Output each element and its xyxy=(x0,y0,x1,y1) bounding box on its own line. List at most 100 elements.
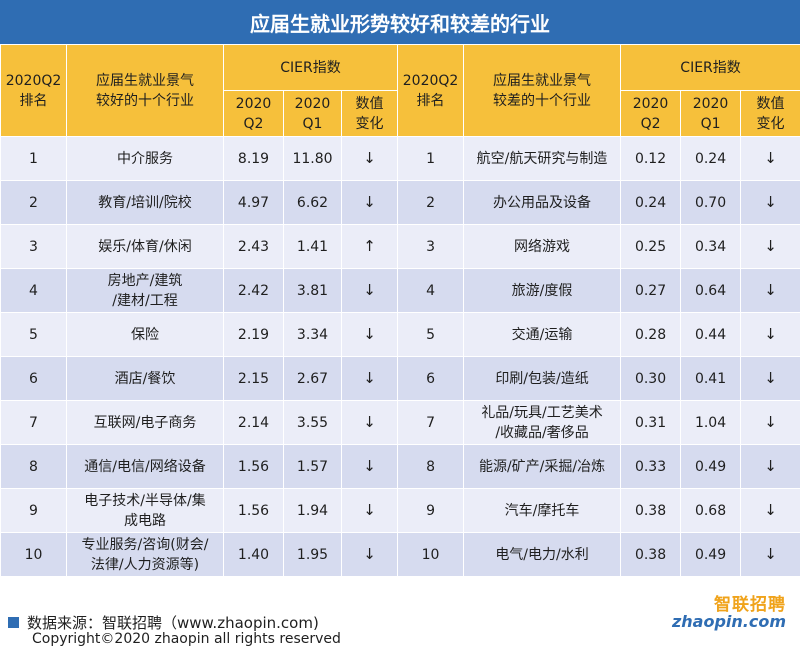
bad-industry-value: 电气/电力/水利 xyxy=(495,546,589,563)
good-change-value: ↓ xyxy=(363,545,376,563)
good-change-cell: ↓ xyxy=(340,136,399,181)
good-cier-q1-cell: 3.55 xyxy=(283,400,342,445)
bad-cier-q2-value: 0.25 xyxy=(634,238,667,255)
good-change-value: ↓ xyxy=(363,281,376,299)
good-cier-q1-value: 3.34 xyxy=(296,326,329,343)
header-rank-bad-text: 2020Q2 排名 xyxy=(402,72,459,109)
good-cier-q1-value: 11.80 xyxy=(292,150,333,167)
data-source: 数据来源：智联招聘（www.zhaopin.com) xyxy=(8,612,319,633)
good-cier-q1-cell: 2.67 xyxy=(283,356,342,401)
bad-industry-value: 交通/运输 xyxy=(511,326,573,343)
header-rank-good: 2020Q2 排名 xyxy=(0,44,67,137)
header-cier-good: CIER指数 xyxy=(222,44,399,91)
bad-rank-cell: 9 xyxy=(397,488,465,533)
bad-rank-cell: 1 xyxy=(397,136,465,181)
table-row: 7 互联网/电子商务 2.14 3.55 ↓ 7 礼品/玩具/工艺美术/收藏品/奢侈品 0.3… xyxy=(0,400,800,445)
good-rank-value: 2 xyxy=(29,194,38,211)
bad-rank-cell: 3 xyxy=(397,224,465,269)
good-rank-cell: 2 xyxy=(0,180,67,225)
good-cier-q2-value: 2.42 xyxy=(237,282,270,299)
good-cier-q1-cell: 1.57 xyxy=(283,444,342,489)
table-row: 1 中介服务 8.19 11.80 ↓ 1 航空/航天研究与制造 0.12 0.24 ↓ xyxy=(0,136,800,181)
bad-rank-cell: 5 xyxy=(397,312,465,357)
good-rank-cell: 9 xyxy=(0,488,67,533)
bad-cier-q1-cell: 0.64 xyxy=(680,268,742,313)
good-cier-q2-value: 2.15 xyxy=(237,370,270,387)
good-rank-cell: 4 xyxy=(0,268,67,313)
good-industry-cell: 中介服务 xyxy=(66,136,224,181)
bad-change-cell: ↓ xyxy=(740,180,800,225)
good-industry-cell: 教育/培训/院校 xyxy=(66,180,224,225)
good-cier-q2-value: 2.19 xyxy=(237,326,270,343)
good-rank-value: 7 xyxy=(29,414,38,431)
bad-cier-q2-cell: 0.33 xyxy=(620,444,682,489)
bad-cier-q2-cell: 0.38 xyxy=(620,532,682,577)
bad-cier-q1-value: 0.24 xyxy=(694,150,727,167)
bad-industry-cell: 旅游/度假 xyxy=(463,268,622,313)
table-title-text: 应届生就业形势较好和较差的行业 xyxy=(250,11,550,36)
logo-cn: 智联招聘 xyxy=(714,595,786,615)
good-cier-q2-value: 1.56 xyxy=(237,458,270,475)
good-change-cell: ↓ xyxy=(340,180,399,225)
bad-cier-q1-cell: 0.70 xyxy=(680,180,742,225)
bad-rank-cell: 7 xyxy=(397,400,465,445)
good-cier-q1-value: 2.67 xyxy=(296,370,329,387)
bad-cier-q2-cell: 0.25 xyxy=(620,224,682,269)
good-cier-q1-cell: 1.41 xyxy=(283,224,342,269)
good-rank-value: 4 xyxy=(29,282,38,299)
bad-industry-value: 汽车/摩托车 xyxy=(504,502,580,519)
good-change-value: ↑ xyxy=(363,237,376,255)
bad-industry-cell: 航空/航天研究与制造 xyxy=(463,136,622,181)
bad-cier-q1-value: 0.49 xyxy=(694,546,727,563)
bad-cier-q1-value: 0.49 xyxy=(694,458,727,475)
bad-cier-q2-cell: 0.12 xyxy=(620,136,682,181)
good-change-value: ↓ xyxy=(363,193,376,211)
good-industry-value: 中介服务 xyxy=(117,150,173,167)
bad-change-value: ↓ xyxy=(764,149,777,167)
bad-cier-q1-cell: 0.49 xyxy=(680,444,742,489)
bad-change-value: ↓ xyxy=(764,325,777,343)
bad-change-value: ↓ xyxy=(764,413,777,431)
good-cier-q1-value: 1.95 xyxy=(296,546,329,563)
table-body: 1 中介服务 8.19 11.80 ↓ 1 航空/航天研究与制造 0.12 0.24 ↓ 2 教育/培… xyxy=(0,136,800,577)
zhaopin-logo: 智联招聘 zhaopin.com xyxy=(672,590,786,631)
good-cier-q1-cell: 1.95 xyxy=(283,532,342,577)
good-rank-value: 3 xyxy=(29,238,38,255)
header-q1-bad-text: 2020 Q1 xyxy=(692,95,729,132)
table-row: 3 娱乐/体育/休闲 2.43 1.41 ↑ 3 网络游戏 0.25 0.34 ↓ xyxy=(0,224,800,269)
good-rank-cell: 7 xyxy=(0,400,67,445)
bad-rank-cell: 2 xyxy=(397,180,465,225)
bad-change-value: ↓ xyxy=(764,457,777,475)
good-cier-q2-cell: 2.43 xyxy=(223,224,284,269)
good-cier-q2-cell: 2.14 xyxy=(223,400,284,445)
bad-cier-q1-value: 0.44 xyxy=(694,326,727,343)
good-industry-value: 专业服务/咨询(财会/法律/人力资源等) xyxy=(81,536,209,573)
bad-cier-q1-cell: 0.68 xyxy=(680,488,742,533)
bad-industry-value: 航空/航天研究与制造 xyxy=(476,150,608,167)
good-industry-cell: 保险 xyxy=(66,312,224,357)
bad-cier-q2-value: 0.38 xyxy=(634,502,667,519)
bad-cier-q2-cell: 0.31 xyxy=(620,400,682,445)
good-industry-value: 娱乐/体育/休闲 xyxy=(98,238,192,255)
bad-industry-cell: 能源/矿产/采掘/冶炼 xyxy=(463,444,622,489)
header-q2-bad-text: 2020 Q2 xyxy=(632,95,669,132)
bad-cier-q1-cell: 1.04 xyxy=(680,400,742,445)
good-rank-cell: 8 xyxy=(0,444,67,489)
good-cier-q2-value: 8.19 xyxy=(237,150,270,167)
header-q1-good: 2020 Q1 xyxy=(283,90,342,137)
bad-cier-q2-value: 0.30 xyxy=(634,370,667,387)
bad-cier-q2-cell: 0.30 xyxy=(620,356,682,401)
bad-rank-value: 4 xyxy=(426,282,435,299)
good-rank-value: 8 xyxy=(29,458,38,475)
bad-cier-q2-value: 0.31 xyxy=(634,414,667,431)
good-cier-q1-cell: 6.62 xyxy=(283,180,342,225)
good-industry-value: 教育/培训/院校 xyxy=(98,194,192,211)
bad-industry-value: 旅游/度假 xyxy=(511,282,573,299)
table-row: 6 酒店/餐饮 2.15 2.67 ↓ 6 印刷/包装/造纸 0.30 0.41 ↓ xyxy=(0,356,800,401)
bad-cier-q2-value: 0.33 xyxy=(634,458,667,475)
bad-cier-q2-value: 0.38 xyxy=(634,546,667,563)
good-industry-value: 通信/电信/网络设备 xyxy=(84,458,206,475)
good-rank-cell: 5 xyxy=(0,312,67,357)
copyright: Copyright©2020 zhaopin all rights reserv… xyxy=(32,631,341,647)
